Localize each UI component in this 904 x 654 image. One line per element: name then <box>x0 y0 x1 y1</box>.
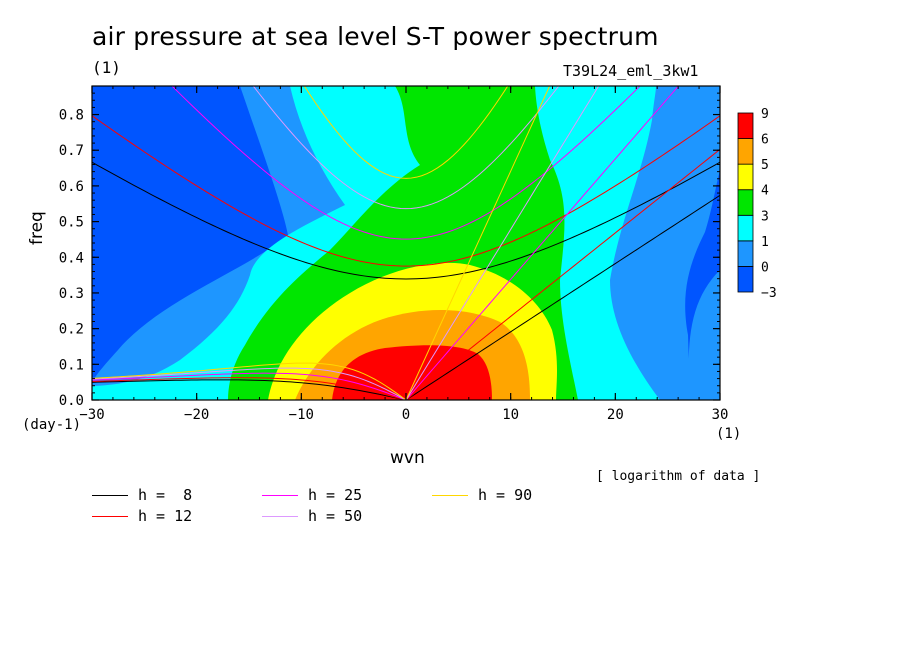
y-tick-label: 0.3 <box>59 286 84 302</box>
rossby-curve-h8 <box>92 379 407 400</box>
x-tick-label: 30 <box>712 407 729 423</box>
run-label: T39L24_eml_3kw1 <box>563 62 699 80</box>
kelvin-curve-h12 <box>405 148 720 400</box>
colorbar-label: 4 <box>761 184 769 199</box>
y-tick-label: 0.0 <box>59 393 84 409</box>
y-tick-label: 0.2 <box>59 322 84 338</box>
colorbar-label: 6 <box>761 133 769 148</box>
y-unit-label: (day-1) <box>22 417 82 433</box>
colorbar-label: 1 <box>761 235 769 250</box>
y-tick-label: 0.4 <box>59 250 84 266</box>
colorbar-label: 3 <box>761 209 769 224</box>
kelvin-curve-h50 <box>405 86 600 400</box>
dispersion-curves <box>92 86 720 400</box>
legend-label-h8: h = 8 <box>138 486 193 504</box>
kelvin-curve-h8 <box>405 194 720 400</box>
x-tick-label: 0 <box>402 407 410 423</box>
x-tick-label: −30 <box>79 407 104 423</box>
colorbar-swatch <box>737 138 754 165</box>
rossby-curve-h90 <box>92 362 407 400</box>
legend-label-h25: h = 25 <box>308 486 363 504</box>
legend-line-h8 <box>92 495 128 496</box>
legend-label-h90: h = 90 <box>478 486 533 504</box>
band-level-6 <box>332 345 492 400</box>
colorbar-swatch <box>737 214 754 242</box>
legend-label-h12: h = 12 <box>138 507 193 525</box>
rossby-curve-h50 <box>92 367 407 400</box>
x-tick-label: −20 <box>184 407 209 423</box>
colorbar-label: 5 <box>761 158 769 173</box>
y-tick-label: 0.8 <box>59 108 84 124</box>
colorbar-swatch <box>737 266 754 293</box>
legend-line-h12 <box>92 516 128 517</box>
y-tick-label: 0.6 <box>59 179 84 195</box>
data-note: [ logarithm of data ] <box>596 469 761 484</box>
kelvin-curve-h25 <box>405 86 680 400</box>
contour-fill <box>92 86 720 400</box>
x-tick-label: 10 <box>502 407 519 423</box>
chart-title: air pressure at sea level S-T power spec… <box>92 22 659 51</box>
kelvin-curve-h90 <box>405 86 551 400</box>
x-tick-label: 20 <box>607 407 624 423</box>
legend-line-h25 <box>262 495 298 496</box>
legend-label-h50: h = 50 <box>308 507 363 525</box>
y-tick-label: 0.7 <box>59 143 84 159</box>
x-unit-label: (1) <box>716 426 742 442</box>
colorbar-label: 0 <box>761 260 769 275</box>
rossby-curve-h25 <box>92 372 407 400</box>
x-tick-label: −10 <box>289 407 314 423</box>
title-units: (1) <box>92 58 121 77</box>
gravity-curve-h90 <box>303 86 509 179</box>
colorbar-swatch <box>737 163 754 191</box>
gravity-curve-h12 <box>92 115 720 267</box>
gravity-curve-h25 <box>171 86 641 240</box>
gravity-curve-h50 <box>252 86 560 210</box>
y-axis-label: freq <box>27 211 47 245</box>
colorbar-label: −3 <box>761 286 777 301</box>
colorbar-swatch <box>737 240 754 267</box>
y-tick-label: 0.5 <box>59 215 84 231</box>
colorbar-swatch <box>737 189 754 216</box>
legend-line-h50 <box>262 516 298 517</box>
colorbar-label: 9 <box>761 107 769 122</box>
y-axis: 0.0 0.1 0.2 0.3 0.4 0.5 0.6 0.7 0.8 <box>59 92 720 409</box>
x-axis-label: wvn <box>390 448 425 468</box>
legend-line-h90 <box>432 495 468 496</box>
colorbar-swatch <box>737 112 754 139</box>
colorbar: −3 0 1 3 4 5 6 9 <box>737 107 777 301</box>
gravity-curve-h8 <box>92 161 720 280</box>
y-tick-label: 0.1 <box>59 357 84 373</box>
rossby-curve-h12 <box>92 377 407 400</box>
x-axis: −30 −20 −10 0 10 20 30 <box>79 86 728 423</box>
